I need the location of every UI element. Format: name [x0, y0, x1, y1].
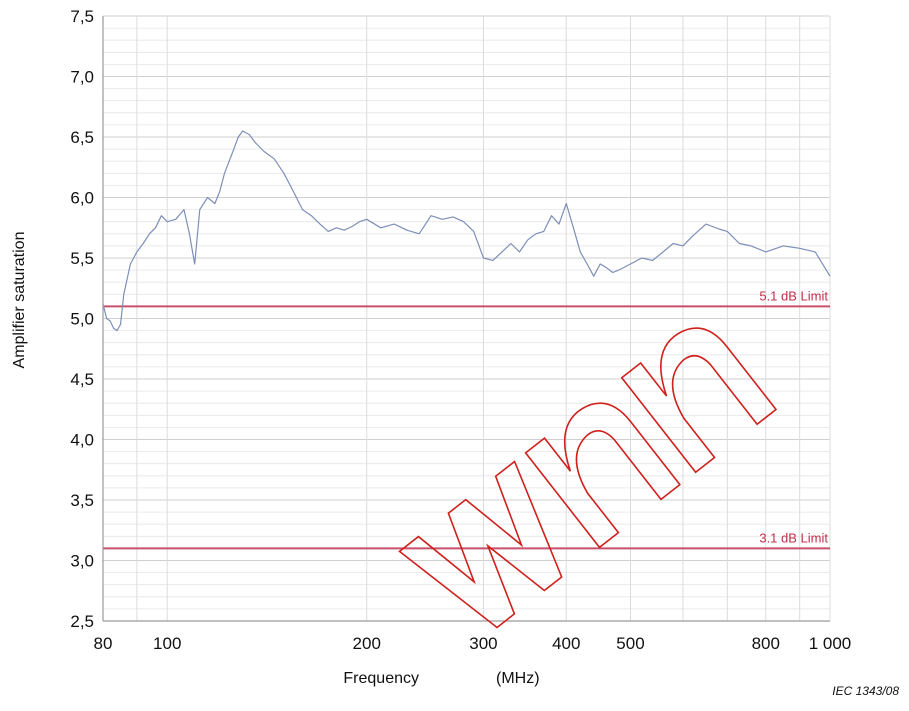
y-tick-labels: 2,5 3,0 3,5 4,0 4,5 5,0 5,5 6,0 6,5 7,0 7,5	[70, 7, 94, 631]
x-axis-unit: (MHz)	[496, 670, 540, 687]
x-tick-label: 500	[616, 634, 644, 653]
y-tick-label: 7,5	[70, 7, 94, 26]
x-tick-label: 200	[353, 634, 381, 653]
limit-label: 3.1 dB Limit	[759, 530, 828, 545]
x-tick-label: 300	[469, 634, 497, 653]
x-tick-label: 800	[752, 634, 780, 653]
x-tick-labels: 80 100 200 300 400 500 800 1 000	[94, 634, 852, 653]
stamp-letter-outline	[620, 327, 778, 474]
data-series	[102, 130, 831, 332]
limit-lines: 5.1 dB Limit 3.1 dB Limit	[103, 288, 830, 550]
y-tick-label: 6,5	[70, 128, 94, 147]
stamp-letter-outline	[524, 402, 681, 549]
y-tick-label: 2,5	[70, 612, 94, 631]
stamp-letter-outline	[398, 460, 563, 629]
y-tick-label: 5,5	[70, 249, 94, 268]
y-tick-label: 4,5	[70, 370, 94, 389]
x-tick-label: 80	[94, 634, 113, 653]
y-tick-label: 7,0	[70, 68, 94, 87]
y-axis-title: Amplifier saturation	[11, 232, 28, 369]
x-axis-title: Frequency	[343, 670, 419, 687]
y-tick-label: 4,0	[70, 431, 94, 450]
x-tick-label: 100	[153, 634, 181, 653]
x-tick-label: 400	[552, 634, 580, 653]
withdrawn-stamp	[398, 327, 778, 629]
grid-lines	[103, 15, 831, 622]
y-tick-label: 3,0	[70, 552, 94, 571]
y-tick-label: 5,0	[70, 310, 94, 329]
limit-label: 5.1 dB Limit	[759, 288, 828, 303]
figure-credit: IEC 1343/08	[832, 684, 899, 698]
y-tick-label: 6,0	[70, 189, 94, 208]
series-line	[102, 130, 831, 332]
y-tick-label: 3,5	[70, 491, 94, 510]
x-tick-label: 1 000	[809, 634, 852, 653]
axes	[102, 16, 830, 622]
